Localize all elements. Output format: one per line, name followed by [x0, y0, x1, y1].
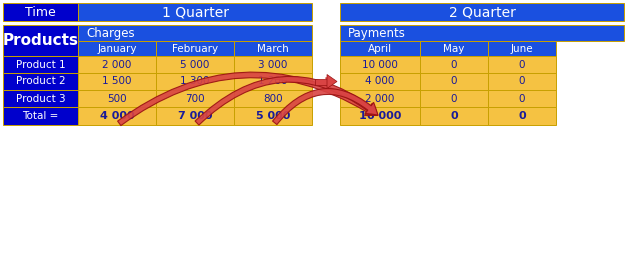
Bar [3, 25, 78, 56]
Bar [156, 90, 234, 107]
Bar [340, 56, 420, 73]
Text: 1 300: 1 300 [180, 76, 210, 87]
Text: 800: 800 [263, 93, 283, 103]
Text: 2 000: 2 000 [366, 93, 394, 103]
Text: 3 000: 3 000 [258, 60, 288, 70]
Bar [3, 3, 78, 21]
Bar [340, 73, 420, 90]
Text: 5 000: 5 000 [256, 111, 290, 121]
Text: March: March [257, 43, 289, 54]
FancyArrowPatch shape [273, 88, 378, 124]
Text: 0: 0 [451, 60, 457, 70]
Text: Charges: Charges [86, 26, 135, 40]
Text: 7 000: 7 000 [177, 111, 213, 121]
Bar [78, 25, 312, 41]
Text: Product 2: Product 2 [16, 76, 65, 87]
Bar [78, 3, 312, 21]
Bar [3, 73, 78, 90]
Bar [340, 25, 624, 41]
Text: April: April [368, 43, 392, 54]
Bar [488, 73, 556, 90]
Text: Total =: Total = [23, 111, 59, 121]
Text: 1 Quarter: 1 Quarter [162, 5, 228, 19]
Text: Time: Time [25, 5, 56, 19]
Text: Payments: Payments [348, 26, 406, 40]
Text: January: January [97, 43, 137, 54]
FancyArrowPatch shape [195, 76, 378, 125]
Bar [78, 90, 156, 107]
Text: February: February [172, 43, 218, 54]
Bar [234, 56, 312, 73]
Text: 700: 700 [185, 93, 205, 103]
Bar [78, 73, 156, 90]
Text: 0: 0 [519, 76, 525, 87]
Text: Products: Products [3, 33, 78, 48]
Bar [78, 56, 156, 73]
Text: 500: 500 [107, 93, 127, 103]
Text: 5 000: 5 000 [181, 60, 209, 70]
Bar [234, 107, 312, 125]
Polygon shape [327, 75, 337, 88]
Bar [420, 41, 488, 56]
Bar [420, 107, 488, 125]
Bar [3, 56, 78, 73]
Text: June: June [510, 43, 534, 54]
Bar [488, 107, 556, 125]
Text: 4 000: 4 000 [100, 111, 134, 121]
Bar [420, 90, 488, 107]
Text: 1 200: 1 200 [258, 76, 288, 87]
Text: 2 000: 2 000 [102, 60, 132, 70]
Text: 0: 0 [451, 76, 457, 87]
Text: 0: 0 [518, 111, 526, 121]
Text: 0: 0 [450, 111, 458, 121]
Bar [420, 73, 488, 90]
Bar [340, 41, 420, 56]
Bar [234, 73, 312, 90]
Bar [340, 3, 624, 21]
Bar [420, 56, 488, 73]
Bar [234, 90, 312, 107]
Bar [3, 90, 78, 107]
Bar [234, 41, 312, 56]
Bar [488, 90, 556, 107]
Text: Product 3: Product 3 [16, 93, 65, 103]
Text: May: May [443, 43, 465, 54]
Text: 10 000: 10 000 [362, 60, 398, 70]
Bar [156, 56, 234, 73]
Text: 0: 0 [519, 93, 525, 103]
Text: 0: 0 [519, 60, 525, 70]
Text: 4 000: 4 000 [366, 76, 394, 87]
Bar [340, 90, 420, 107]
Bar [78, 107, 156, 125]
Text: 16 000: 16 000 [359, 111, 401, 121]
Bar [340, 107, 420, 125]
Bar [3, 107, 78, 125]
Bar [488, 41, 556, 56]
Bar [156, 73, 234, 90]
Bar [315, 79, 327, 85]
Text: 1 500: 1 500 [102, 76, 132, 87]
Text: 2 Quarter: 2 Quarter [448, 5, 515, 19]
FancyArrowPatch shape [118, 72, 377, 126]
Text: Product 1: Product 1 [16, 60, 65, 70]
Bar [78, 41, 156, 56]
Bar [488, 56, 556, 73]
Bar [156, 41, 234, 56]
Bar [156, 107, 234, 125]
Text: 0: 0 [451, 93, 457, 103]
